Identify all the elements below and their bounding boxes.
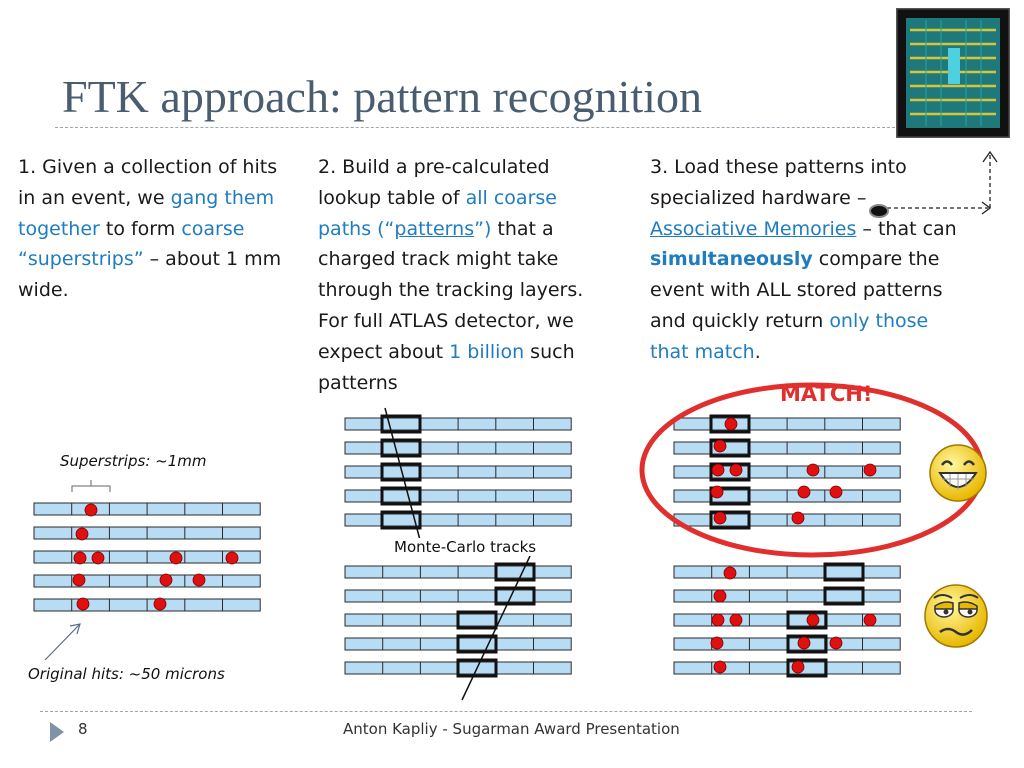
hit-dot <box>73 551 87 565</box>
hit-dot <box>829 485 843 499</box>
hit-dot <box>729 463 743 477</box>
step3-text-part: – that can <box>856 217 957 240</box>
step2-text-part: 2. Build a pre-calculated lookup table o… <box>318 156 550 209</box>
hit-dot <box>863 613 877 627</box>
hit-dot <box>863 463 877 477</box>
superstrips-label: Superstrips: ~1mm <box>60 452 207 470</box>
step2-highlight-patterns: patterns <box>394 217 475 240</box>
step1-text-part: – about 1 mm wide. <box>18 248 282 302</box>
hit-dot <box>713 511 727 525</box>
step3-text-part: . <box>754 340 761 363</box>
superstrip-bracket <box>71 480 111 492</box>
hit-dot <box>791 660 805 674</box>
step1-text-part: 1. Given a collection of hits in an even… <box>18 156 278 209</box>
hit-dot <box>723 566 737 580</box>
hits-arrow <box>44 623 81 661</box>
original-hits-label: Original hits: ~50 microns <box>28 665 225 683</box>
hit-dot <box>797 485 811 499</box>
pattern-box <box>456 634 498 654</box>
step2-text: 2. Build a pre-calculated lookup table o… <box>318 152 610 398</box>
pattern-box <box>456 658 498 678</box>
pattern-box <box>494 562 536 582</box>
hit-dot <box>169 551 183 565</box>
hit-dot <box>806 463 820 477</box>
hit-dot <box>713 439 727 453</box>
match-label: MATCH! <box>780 382 873 406</box>
pattern-box <box>380 486 422 506</box>
step3-text-part: 3. Load these patterns into specialized … <box>650 156 907 209</box>
step1-text: 1. Given a collection of hits in an even… <box>18 152 288 306</box>
hit-dot <box>710 485 724 499</box>
hit-dot <box>76 597 90 611</box>
arrow-head <box>981 201 992 215</box>
step2-text-part: that a charged track might take through … <box>318 217 584 363</box>
footer-text: Anton Kapliy - Sugarman Award Presentati… <box>343 720 680 738</box>
footer-divider <box>40 711 972 712</box>
hit-dot <box>159 573 173 587</box>
arrow-head <box>982 150 998 163</box>
pattern-box <box>709 510 751 530</box>
hit-dot <box>806 613 820 627</box>
hit-dot <box>711 613 725 627</box>
step1-highlight-superstrips: coarse “superstrips” <box>18 217 245 271</box>
monte-carlo-label: Monte-Carlo tracks <box>392 538 539 556</box>
step3-text-part: compare the event with ALL stored patter… <box>650 248 943 332</box>
hit-dot <box>724 417 738 431</box>
hit-dot <box>72 573 86 587</box>
step1-text-part: to form <box>99 217 182 240</box>
dashed-arrow <box>880 155 991 209</box>
pattern-box <box>380 438 422 458</box>
fpga-chip-icon <box>896 8 1010 138</box>
bullet-triangle-icon <box>50 722 64 742</box>
mc-track <box>461 555 531 701</box>
hit-dot <box>713 660 727 674</box>
mc-track <box>384 407 421 541</box>
pattern-box <box>709 438 751 458</box>
grinning-face-icon <box>929 444 987 502</box>
pattern-box <box>786 658 828 678</box>
hit-dot <box>91 551 105 565</box>
hit-dot <box>797 636 811 650</box>
chip-pin <box>869 204 889 218</box>
step3-highlight-match: only those that match <box>650 309 929 363</box>
hit-dot <box>791 511 805 525</box>
step3-highlight-am: Associative Memories <box>650 217 857 240</box>
unamused-face-icon <box>924 584 988 648</box>
hit-dot <box>84 503 98 517</box>
pattern-box <box>380 510 422 530</box>
hit-dot <box>75 527 89 541</box>
hit-dot <box>829 636 843 650</box>
pattern-box <box>380 462 422 482</box>
hit-dot <box>713 589 727 603</box>
hit-dot <box>153 597 167 611</box>
step1-highlight-gang: gang them together <box>18 186 275 240</box>
pattern-box <box>456 610 498 630</box>
pattern-box <box>709 486 751 506</box>
hit-dot <box>710 636 724 650</box>
pattern-box <box>709 462 751 482</box>
step3-highlight-simultaneously: simultaneously <box>650 248 813 271</box>
pattern-box <box>823 586 865 606</box>
step2-highlight-close: ”) <box>474 217 492 240</box>
title-divider <box>55 127 900 128</box>
step2-text-part: such patterns <box>318 340 575 394</box>
page-number: 8 <box>78 720 88 738</box>
pattern-box <box>786 634 828 654</box>
pattern-box <box>709 414 751 434</box>
step3-text: 3. Load these patterns into specialized … <box>650 152 965 368</box>
hit-dot <box>225 551 239 565</box>
pattern-box <box>380 414 422 434</box>
slide-title: FTK approach: pattern recognition <box>62 71 702 122</box>
hit-dot <box>729 613 743 627</box>
step2-highlight-billion: 1 billion <box>449 340 525 363</box>
hit-dot <box>711 463 725 477</box>
pattern-box <box>786 610 828 630</box>
pattern-box <box>823 562 865 582</box>
step2-highlight-paths: all coarse paths (“ <box>318 186 557 240</box>
hit-dot <box>192 573 206 587</box>
